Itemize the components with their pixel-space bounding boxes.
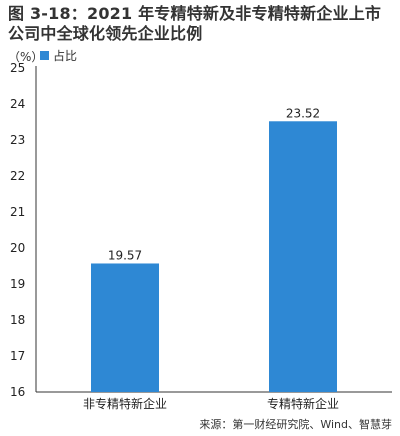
y-tick-label: 22 bbox=[10, 169, 25, 183]
y-tick-label: 24 bbox=[10, 97, 25, 111]
x-category-label: 专精特新企业 bbox=[267, 396, 339, 411]
y-tick-label: 19 bbox=[10, 277, 25, 291]
chart-title: 图 3-18：2021 年专精特新及非专精特新企业上市公司中全球化领先企业比例 bbox=[8, 4, 382, 43]
legend: 占比 bbox=[40, 47, 77, 64]
bar-value-label: 19.57 bbox=[108, 248, 142, 262]
y-tick-label: 23 bbox=[10, 133, 25, 147]
bar bbox=[269, 121, 337, 392]
y-tick-label: 25 bbox=[10, 61, 25, 75]
y-tick-label: 21 bbox=[10, 205, 25, 219]
legend-label: 占比 bbox=[53, 49, 78, 63]
bar-value-label: 23.52 bbox=[286, 106, 320, 120]
y-tick-label: 16 bbox=[10, 385, 25, 399]
legend-swatch bbox=[40, 51, 49, 60]
y-tick-label: 20 bbox=[10, 241, 25, 255]
x-category-label: 非专精特新企业 bbox=[83, 396, 167, 411]
bar bbox=[91, 263, 159, 392]
y-tick-label: 17 bbox=[10, 349, 25, 363]
y-axis-unit: （%） bbox=[8, 50, 44, 64]
source-note: 来源：第一财经研究院、Wind、智慧芽 bbox=[199, 418, 392, 431]
y-tick-label: 18 bbox=[10, 313, 25, 327]
